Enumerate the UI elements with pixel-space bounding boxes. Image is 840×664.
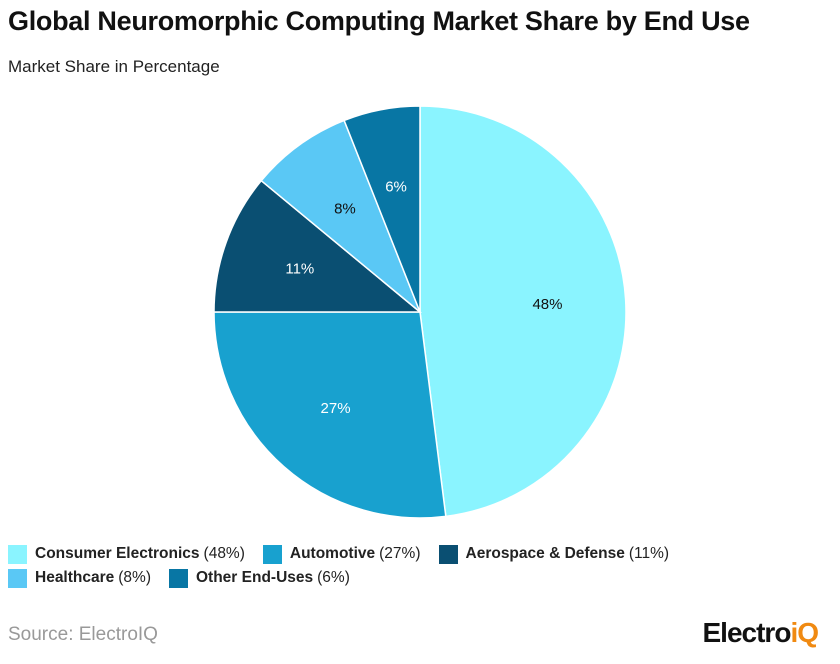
legend-swatch xyxy=(438,544,458,564)
legend-item: Consumer Electronics (48%) xyxy=(8,544,245,564)
slice-label: 6% xyxy=(385,179,407,196)
source-text: Source: ElectroIQ xyxy=(8,624,158,645)
legend-label: Healthcare xyxy=(35,569,115,586)
legend-item: Automotive (27%) xyxy=(262,544,421,564)
slice-label: 11% xyxy=(285,261,314,278)
slice-label: 8% xyxy=(334,201,356,218)
legend-value: (6%) xyxy=(317,569,350,586)
slice-label: 27% xyxy=(321,400,351,417)
legend-label: Consumer Electronics xyxy=(35,545,200,562)
legend-swatch xyxy=(8,544,27,564)
chart-title: Global Neuromorphic Computing Market Sha… xyxy=(8,6,750,36)
pie-slice-healthcare xyxy=(260,119,421,313)
legend-item: Other End-Uses (6%) xyxy=(169,568,350,588)
chart-subtitle: Market Share in Percentage xyxy=(8,57,220,76)
pie-slice-consumer-electronics xyxy=(419,105,627,518)
legend-item: Aerospace & Defense (11%) xyxy=(438,544,670,564)
legend-value: (27%) xyxy=(379,545,421,562)
legend-swatch xyxy=(169,568,188,588)
pie-slice-aerospace-defense xyxy=(213,179,423,313)
legend-label: Aerospace & Defense xyxy=(465,545,625,562)
legend-label: Other End-Uses xyxy=(196,569,314,586)
slice-label: 48% xyxy=(532,296,562,313)
pie-slice-automotive xyxy=(213,311,447,519)
electroiq-logo: ElectroiQ xyxy=(702,617,819,648)
pie-chart: 48% 27% 11% 8% 6% xyxy=(213,105,627,519)
legend-swatch xyxy=(8,568,27,588)
legend-label: Automotive xyxy=(289,545,376,562)
legend: Consumer Electronics (48%) Automotive (27%)… xyxy=(8,544,838,588)
legend-value: (48%) xyxy=(203,545,245,562)
legend-item: Healthcare (8%) xyxy=(8,568,151,588)
pie-slice-other-end-uses xyxy=(343,105,421,313)
legend-swatch xyxy=(262,544,282,564)
legend-value: (11%) xyxy=(628,545,670,562)
legend-value: (8%) xyxy=(118,569,151,586)
